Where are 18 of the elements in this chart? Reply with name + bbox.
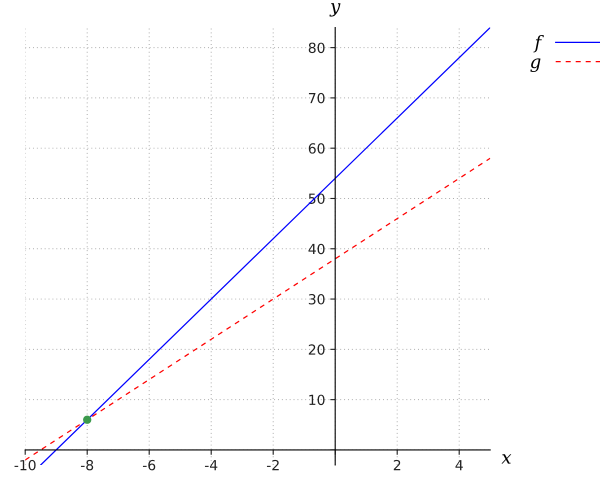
y-tick-label: 10 [309, 394, 325, 406]
y-tick-label: 70 [308, 92, 325, 104]
y-tick-label: 30 [308, 294, 325, 305]
y-tick-label: 80 [308, 42, 325, 54]
x-tick-label: 4 [455, 460, 463, 470]
y-tick-label: 20 [308, 344, 325, 355]
x-tick-label: 2 [394, 460, 400, 470]
x-tick-label: -4 [204, 460, 218, 470]
x-tick-label: -6 [142, 460, 156, 470]
x-tick-label: -8 [80, 460, 94, 470]
legend-label: f [533, 35, 544, 52]
y-tick-label: 40 [308, 244, 325, 254]
y-tick-label: 60 [308, 143, 325, 154]
x-axis-title: x [501, 454, 512, 464]
x-tick-label: -10 [14, 460, 36, 470]
y-axis-title: y [329, 3, 340, 17]
x-tick-label: -2 [266, 460, 279, 470]
legend-label: g [530, 58, 540, 72]
